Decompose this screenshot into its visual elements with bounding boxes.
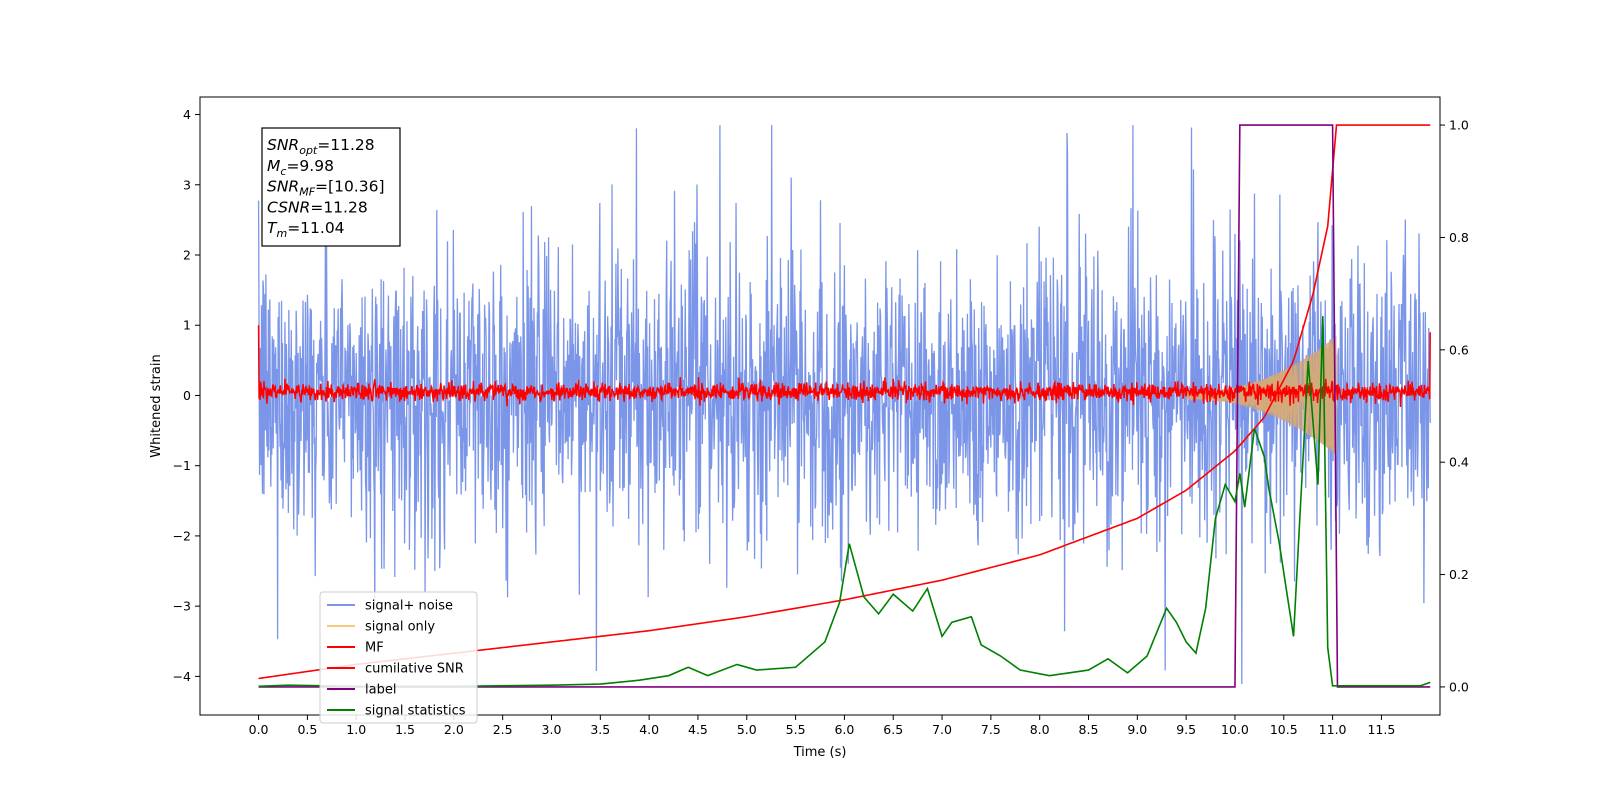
- x-tick-label: 4.0: [639, 722, 659, 737]
- legend-entry: label: [365, 683, 396, 698]
- x-tick-label: 8.5: [1079, 722, 1099, 737]
- x-tick-label: 5.5: [786, 722, 806, 737]
- legend-entry: MF: [365, 641, 384, 656]
- legend-entry: signal only: [365, 620, 435, 635]
- y-left-tick-label: 1: [183, 318, 191, 333]
- y-left-tick-label: −1: [173, 458, 191, 473]
- plot-frame: [199, 96, 1441, 716]
- x-tick-label: 11.5: [1367, 722, 1395, 737]
- y-left-tick-label: 4: [183, 107, 191, 122]
- y-right-tick-label: 0.4: [1449, 455, 1469, 470]
- x-tick-label: 2.5: [493, 722, 513, 737]
- legend-frame: [319, 591, 478, 724]
- y-right-tick-label: 0.8: [1449, 230, 1469, 245]
- y-right-tick-label: 0.0: [1449, 679, 1469, 694]
- series-signal-noise: [257, 125, 1431, 684]
- x-tick-label: 1.5: [395, 722, 415, 737]
- legend: signal+ noise signal only MF cumilative SNR…: [319, 591, 478, 724]
- x-tick-label: 9.0: [1127, 722, 1147, 737]
- legend-entry: signal+ noise: [365, 599, 453, 614]
- y-right-tick-label: 1.0: [1449, 118, 1469, 133]
- x-tick-label: 7.0: [932, 722, 952, 737]
- annotation-line: CSNR=11.28: [267, 198, 368, 216]
- x-tick-label: 6.5: [883, 722, 903, 737]
- x-tick-label: 3.0: [542, 722, 562, 737]
- ticks-layer: 0.0 0.5 1.0 1.5 2.0 2.5 3.0 3.5 4.0 4.5 5.0 5.5 6.0 6…: [173, 107, 1469, 737]
- x-tick-label: 3.5: [590, 722, 610, 737]
- x-tick-label: 10.5: [1270, 722, 1298, 737]
- y-right-tick-label: 0.2: [1449, 567, 1469, 582]
- y-left-tick-label: −2: [173, 528, 191, 543]
- x-tick-label: 2.0: [444, 722, 464, 737]
- x-tick-label: 6.0: [834, 722, 854, 737]
- series-mf: [257, 325, 1431, 408]
- legend-entry: cumilative SNR: [365, 662, 464, 677]
- y-left-tick-label: −3: [173, 599, 191, 614]
- x-tick-label: 5.0: [737, 722, 757, 737]
- annotation-frame: [261, 127, 401, 247]
- legend-entry: signal statistics: [365, 704, 466, 719]
- x-tick-label: 0.0: [249, 722, 269, 737]
- x-tick-label: 1.0: [346, 722, 366, 737]
- y-left-tick-label: 2: [183, 248, 191, 263]
- annotation-line: Mc=9.98: [267, 157, 334, 178]
- x-tick-label: 8.0: [1030, 722, 1050, 737]
- y-left-tick-label: 0: [183, 388, 191, 403]
- series-signal-statistics: [258, 316, 1431, 688]
- x-tick-label: 7.5: [981, 722, 1001, 737]
- y-left-tick-label: 3: [183, 177, 191, 192]
- y-axis-label-left: Whitened strain: [149, 354, 164, 457]
- y-right-tick-label: 0.6: [1449, 342, 1469, 357]
- x-tick-label: 9.5: [1176, 722, 1196, 737]
- annotation-box: SNRopt=11.28Mc=9.98SNRMF=[10.36]CSNR=11.…: [261, 127, 401, 247]
- x-tick-label: 0.5: [297, 722, 317, 737]
- series-label: [258, 124, 1431, 688]
- y-left-tick-label: −4: [173, 669, 191, 684]
- annotation-line: SNRMF=[10.36]: [267, 178, 385, 199]
- annotation-line: SNRopt=11.28: [267, 136, 375, 157]
- x-tick-label: 11.0: [1319, 722, 1347, 737]
- annotation-line: Tm=11.04: [267, 219, 345, 240]
- series-layer: [257, 124, 1431, 688]
- x-tick-label: 4.5: [688, 722, 708, 737]
- x-tick-label: 10.0: [1221, 722, 1249, 737]
- x-axis-label: Time (s): [793, 745, 847, 760]
